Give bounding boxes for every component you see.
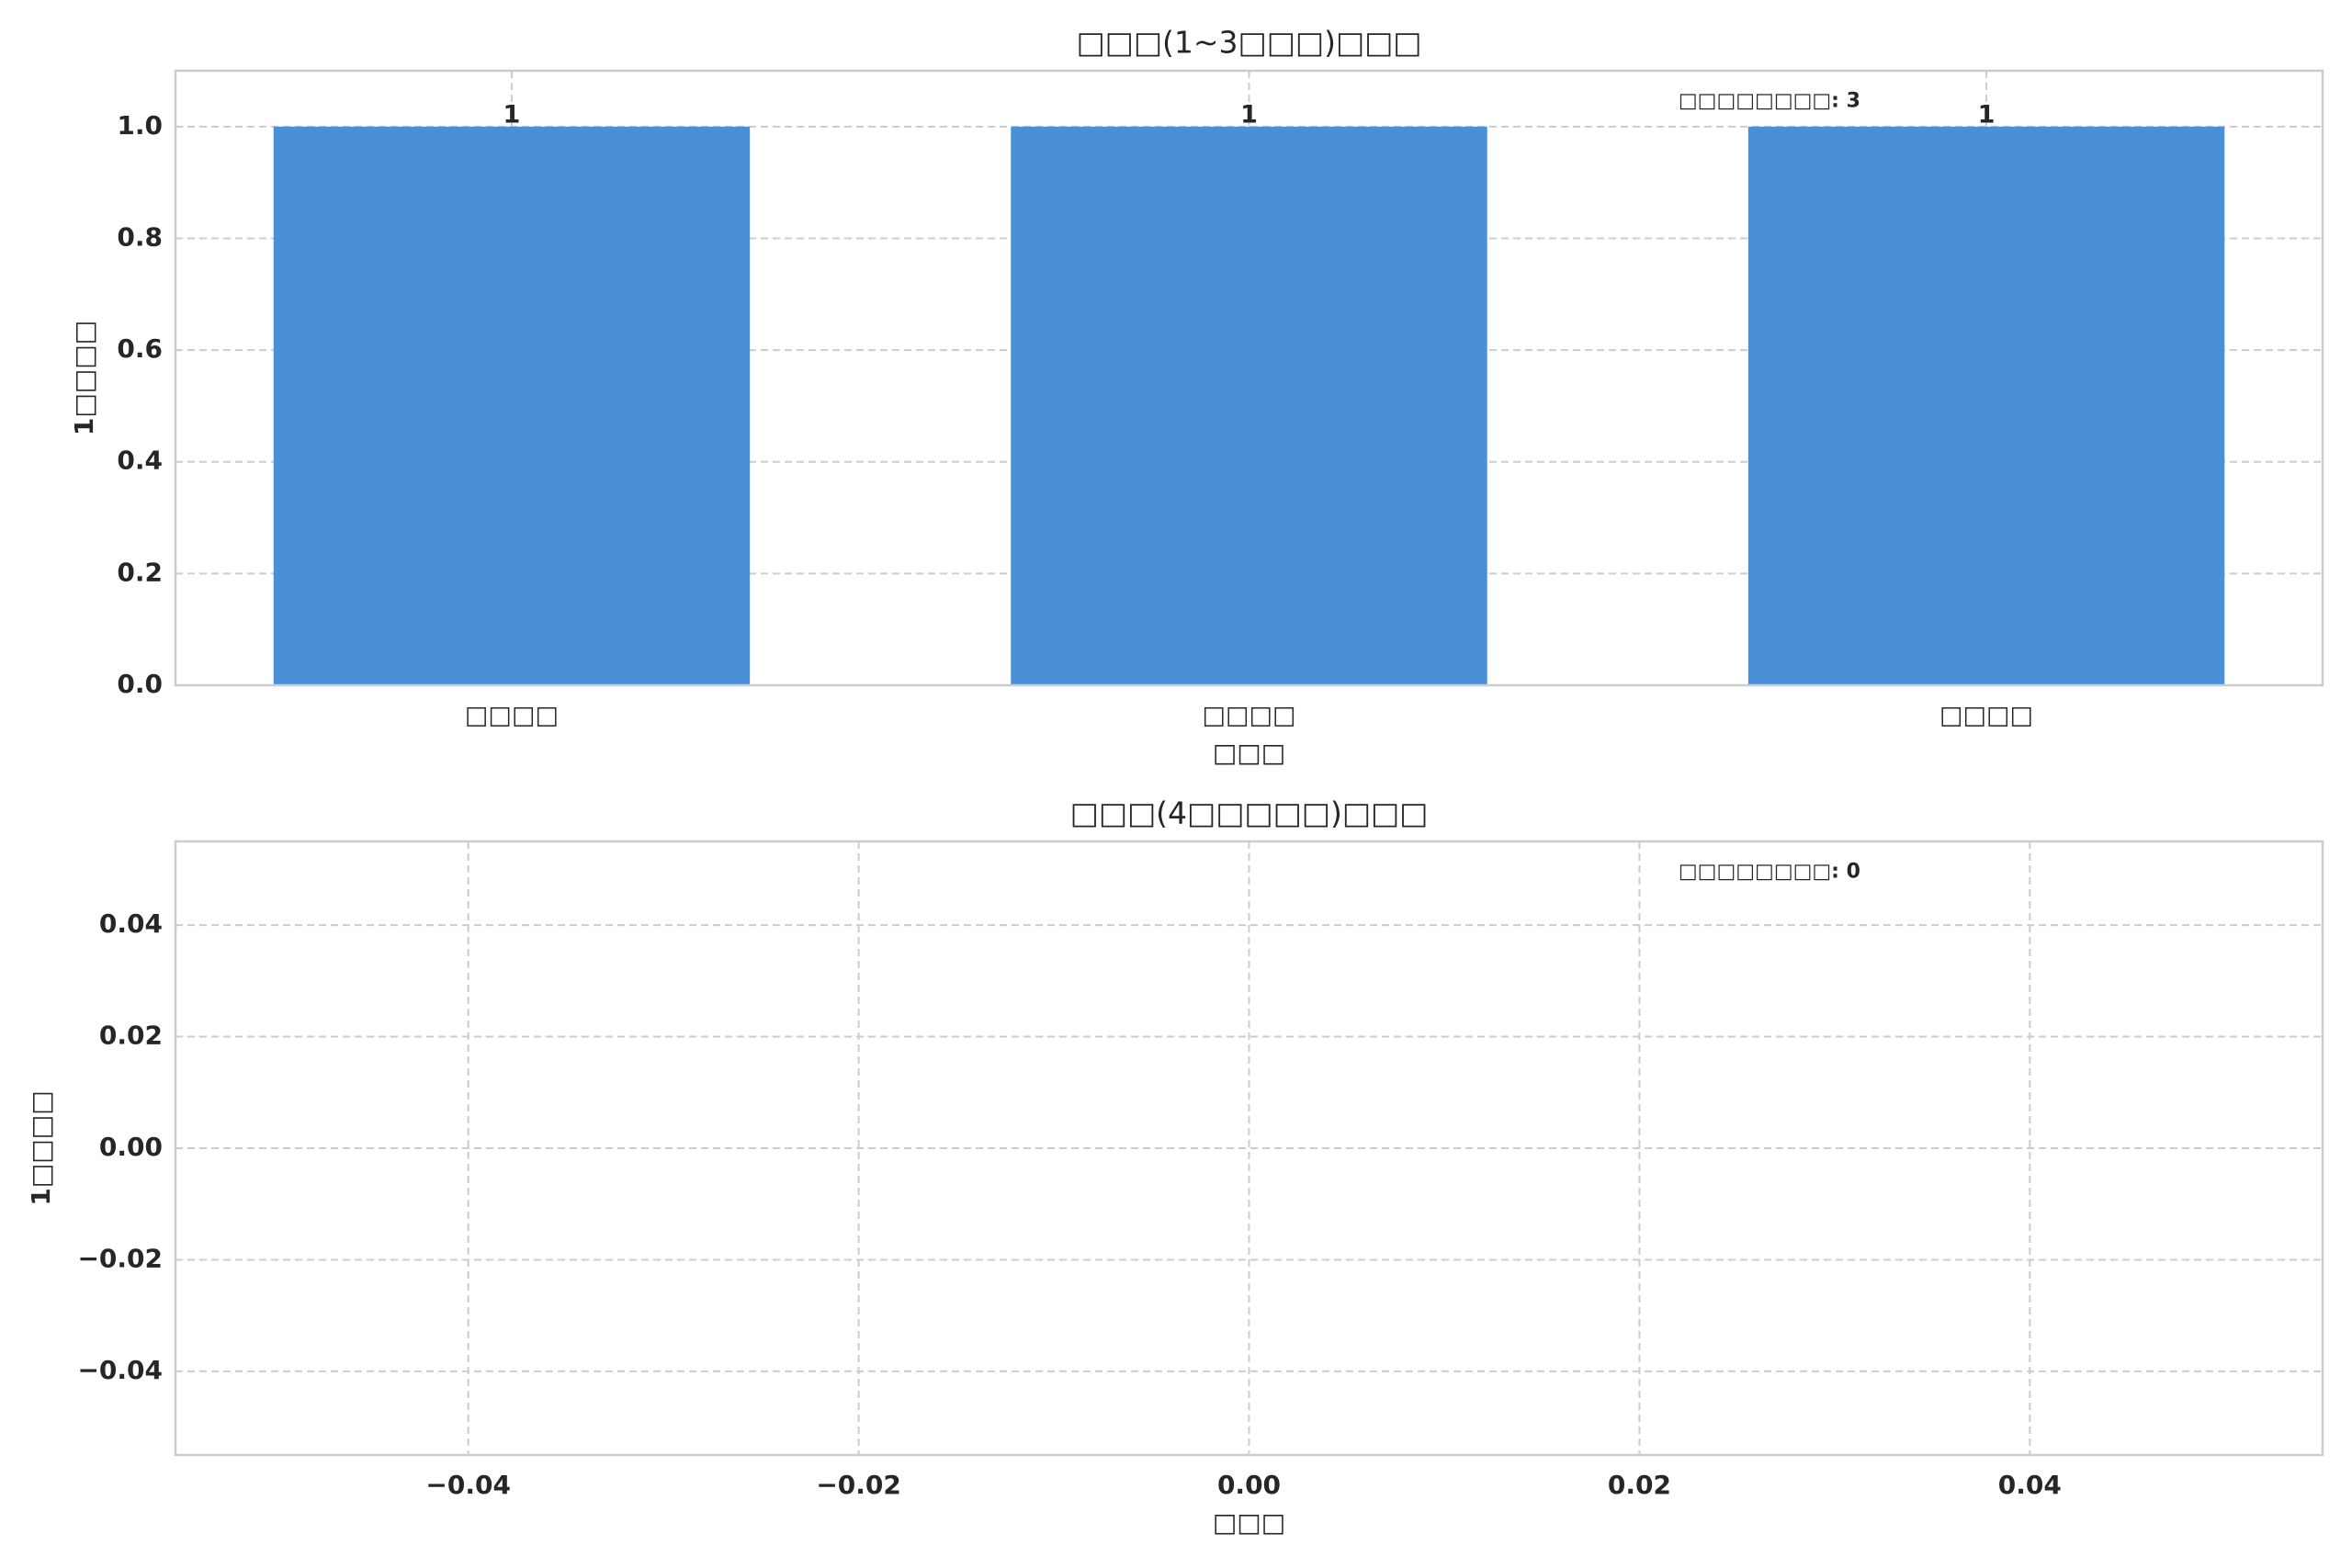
y-tick-label: 0.2 bbox=[117, 557, 163, 587]
y-tick-label: 1.0 bbox=[117, 110, 163, 141]
value-label: 1 bbox=[1978, 100, 1996, 129]
y-tick-label: 0.00 bbox=[99, 1132, 163, 1162]
y-tick-label: 0.6 bbox=[117, 333, 163, 364]
y-axis-label: 1□□□□ bbox=[26, 1090, 56, 1205]
chart-title: □□□(1~3□□□)□□□ bbox=[1076, 25, 1421, 61]
y-tick-label: 0.02 bbox=[99, 1021, 163, 1051]
axes-frame bbox=[174, 840, 2324, 1457]
x-tick-label: −0.04 bbox=[425, 1470, 511, 1500]
value-label: 1 bbox=[1240, 100, 1258, 129]
bar bbox=[273, 126, 751, 685]
x-tick-label: 0.04 bbox=[1998, 1470, 2062, 1500]
x-axis-label: □□□ bbox=[1213, 1507, 1285, 1538]
bar bbox=[1747, 126, 2225, 685]
x-tick-label: −0.02 bbox=[816, 1470, 901, 1500]
y-tick-label: 0.4 bbox=[117, 446, 163, 476]
annotation: □□□□□□□□: 3 bbox=[1679, 89, 1860, 112]
y-axis-label: 1□□□□ bbox=[69, 321, 99, 435]
bar bbox=[1011, 126, 1487, 685]
x-tick-label: 0.02 bbox=[1608, 1470, 1671, 1500]
y-tick-label: 0.04 bbox=[99, 908, 163, 939]
chart-title: □□□(4□□□□□)□□□ bbox=[1070, 795, 1429, 831]
y-tick-label: −0.02 bbox=[77, 1243, 163, 1273]
value-label: 1 bbox=[503, 100, 521, 129]
x-tick-label: □□□□ bbox=[1939, 702, 2033, 730]
axes-frame bbox=[174, 69, 2324, 687]
y-tick-label: 0.0 bbox=[117, 669, 163, 699]
annotation: □□□□□□□□: 0 bbox=[1679, 860, 1860, 883]
x-tick-label: □□□□ bbox=[1202, 702, 1295, 730]
x-axis-label: □□□ bbox=[1213, 738, 1285, 768]
y-tick-label: −0.04 bbox=[77, 1355, 163, 1385]
x-tick-label: □□□□ bbox=[465, 702, 559, 730]
x-tick-label: 0.00 bbox=[1217, 1470, 1281, 1500]
y-tick-label: 0.8 bbox=[117, 221, 163, 252]
